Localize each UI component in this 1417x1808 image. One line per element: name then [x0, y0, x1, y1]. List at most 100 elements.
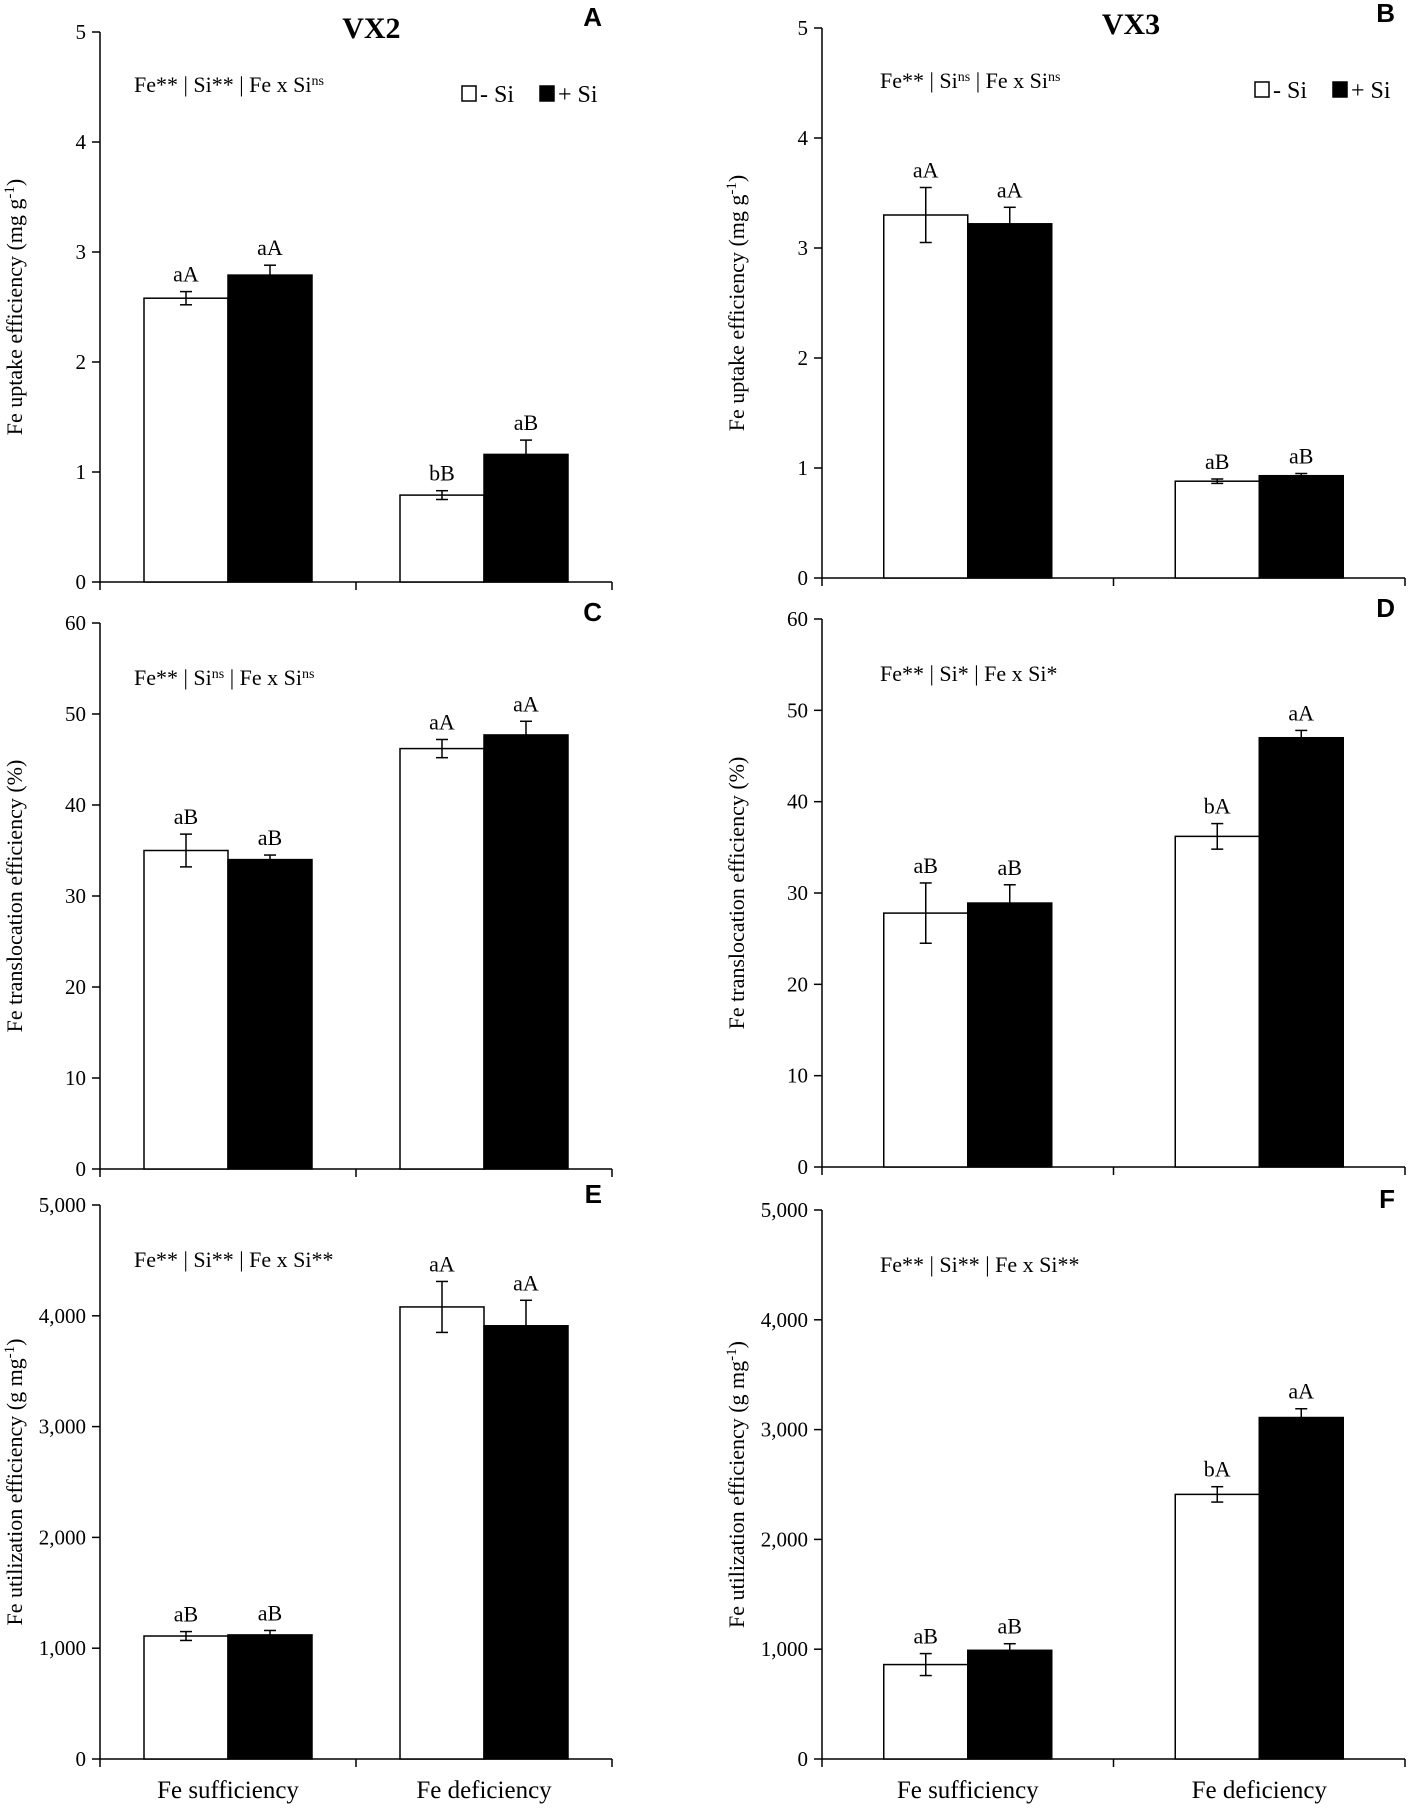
bar-minus-si-sufficiency [143, 849, 229, 1170]
significance-label: aB [258, 825, 282, 850]
legend-label-plus-si: + Si [558, 82, 598, 108]
y-tick-label: 0 [76, 1157, 87, 1181]
bar-plus-si-deficiency [1258, 474, 1344, 579]
y-tick-label: 0 [798, 1747, 809, 1771]
y-tick-label: 4 [798, 126, 809, 150]
bar-minus-si-sufficiency [883, 1663, 969, 1760]
bar-plus-si-deficiency [483, 453, 569, 583]
legend-label-minus-si: - Si [1273, 78, 1307, 104]
y-tick-label: 30 [65, 884, 86, 908]
panel-letter: E [585, 1179, 602, 1209]
y-tick-label: 0 [798, 566, 809, 590]
significance-label: aA [257, 235, 283, 260]
stats-annotation: Fe** | Sins | Fe x Sins [880, 68, 1060, 93]
y-axis-label-end: ) [2, 179, 27, 186]
y-tick-label: 20 [65, 975, 86, 999]
stats-annotation: Fe** | Si** | Fe x Si** [880, 1252, 1080, 1277]
y-tick-label: 2,000 [39, 1525, 86, 1549]
y-tick-label: 1,000 [761, 1637, 808, 1661]
y-axis-label: Fe uptake efficiency (mg g-1) [2, 179, 27, 435]
bar-minus-si-sufficiency [883, 912, 969, 1168]
significance-label: aA [513, 691, 539, 716]
significance-label: aB [1205, 449, 1229, 474]
significance-label: aB [258, 1600, 282, 1625]
stats-annotation: Fe** | Si** | Fe x Sins [134, 72, 324, 97]
significance-label: aB [914, 1624, 938, 1649]
y-tick-label: 1 [76, 460, 87, 484]
legend: - Si + Si [461, 82, 598, 108]
stats-sup: ns [212, 667, 224, 682]
y-axis-label-end: ) [724, 1341, 749, 1348]
bar-minus-si-deficiency [1174, 835, 1260, 1168]
stats-annotation: Fe** | Si* | Fe x Si* [880, 661, 1058, 686]
panel-title: VX3 [1102, 8, 1160, 41]
y-axis-label: Fe translocation efficiency (%) [2, 760, 27, 1033]
significance-label: aB [914, 853, 938, 878]
x-category-label: Fe sufficiency [157, 1777, 299, 1804]
y-tick-label: 2 [76, 350, 87, 374]
y-tick-label: 5 [76, 20, 87, 44]
bar-plus-si-deficiency [1258, 1416, 1344, 1760]
significance-label: aB [1289, 444, 1313, 469]
y-axis-label-main: Fe translocation efficiency (%) [2, 760, 27, 1033]
y-tick-label: 5,000 [761, 1198, 808, 1222]
y-axis-label: Fe utilization efficiency (g mg-1) [2, 1338, 27, 1625]
y-axis-label-sup: -1 [724, 1348, 740, 1361]
y-axis-label-main: Fe uptake efficiency (mg g [724, 195, 749, 432]
y-tick-label: 50 [65, 702, 86, 726]
significance-label: bB [429, 461, 455, 486]
panel-letter: C [583, 597, 602, 627]
bar-plus-si-deficiency [483, 1325, 569, 1760]
y-axis-label-sup: -1 [724, 182, 740, 195]
y-tick-label: 5 [798, 16, 809, 40]
y-tick-label: 2,000 [761, 1527, 808, 1551]
panel-c: 0 10 20 30 40 50 60 Fe translocation efficiency… [2, 597, 613, 1181]
stats-text: Fe** | Si** | Fe x Si [134, 72, 312, 97]
y-tick-label: 3 [76, 240, 87, 264]
y-axis-label-end: ) [724, 175, 749, 182]
bar-plus-si-sufficiency [227, 274, 313, 583]
bar-minus-si-deficiency [1174, 480, 1260, 579]
y-tick-label: 10 [787, 1064, 808, 1088]
significance-label: aA [1288, 1379, 1314, 1404]
significance-label: aA [429, 709, 455, 734]
y-tick-label: 4 [76, 130, 87, 154]
y-axis-label-main: Fe translocation efficiency (%) [724, 757, 749, 1030]
significance-label: aA [913, 158, 939, 183]
panel-a: 0 1 2 3 4 5 Fe uptake efficiency (mg g-1) A VX2 F… [2, 2, 613, 594]
stats-text: Fe** | Si** | Fe x Si** [134, 1247, 334, 1272]
bar-minus-si-deficiency [1174, 1493, 1260, 1760]
stats-text: Fe** | Si** | Fe x Si** [880, 1252, 1080, 1277]
bar-plus-si-deficiency [1258, 736, 1344, 1168]
legend-swatch-plus-si [539, 85, 555, 102]
stats-annotation: Fe** | Si** | Fe x Si** [134, 1247, 334, 1272]
y-tick-label: 0 [76, 570, 87, 594]
stats-sup: ns [1048, 70, 1060, 85]
stats-text: Fe** | Si* | Fe x Si* [880, 661, 1058, 686]
legend-swatch-plus-si [1332, 81, 1348, 98]
x-category-label: Fe deficiency [416, 1777, 552, 1804]
bar-minus-si-deficiency [399, 1306, 485, 1760]
stats-text: | Fe x Si [970, 68, 1048, 93]
y-axis-label-sup: -1 [2, 186, 18, 199]
bar-plus-si-deficiency [483, 734, 569, 1170]
stats-annotation: Fe** | Sins | Fe x Sins [134, 665, 314, 690]
legend-label-minus-si: - Si [480, 82, 514, 108]
bar-plus-si-sufficiency [227, 858, 313, 1170]
y-tick-label: 4,000 [761, 1308, 808, 1332]
y-tick-label: 20 [787, 972, 808, 996]
bar-minus-si-deficiency [399, 494, 485, 583]
significance-label: aB [998, 1614, 1022, 1639]
legend-swatch-minus-si [461, 85, 477, 102]
stats-sup: ns [302, 667, 314, 682]
y-tick-label: 40 [787, 790, 808, 814]
y-axis-label: Fe translocation efficiency (%) [724, 757, 749, 1030]
y-tick-label: 50 [787, 698, 808, 722]
stats-sup: ns [312, 74, 324, 89]
y-axis-label-sup: -1 [2, 1346, 18, 1359]
significance-label: aB [998, 855, 1022, 880]
y-tick-label: 40 [65, 793, 86, 817]
significance-label: aA [173, 262, 199, 287]
panel-b: 0 1 2 3 4 5 Fe uptake efficiency (mg g-1) B VX3 F… [724, 0, 1406, 590]
